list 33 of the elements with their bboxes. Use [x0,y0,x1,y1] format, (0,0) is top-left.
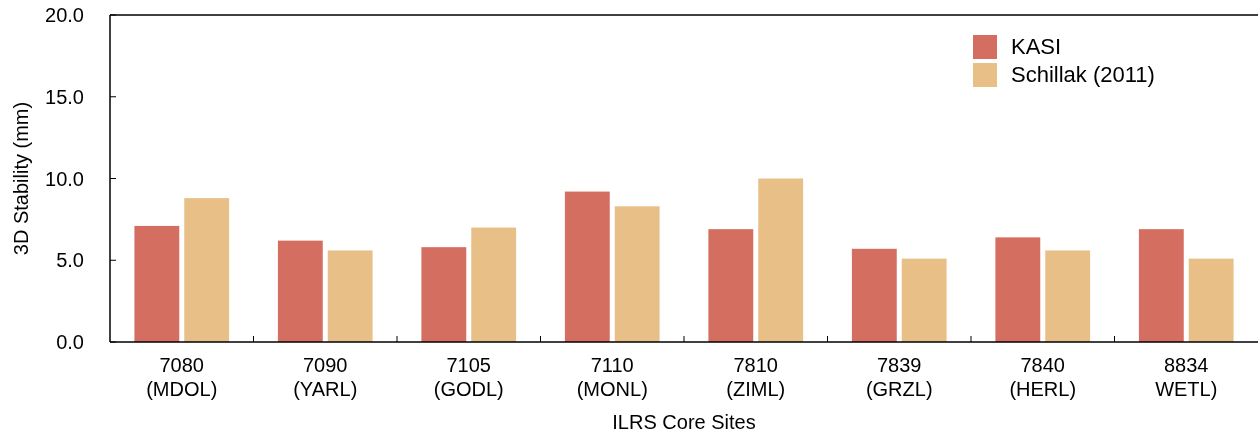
x-tick-label: 7810 (ZIML) [726,354,786,400]
bar [851,248,897,342]
x-tick-label: 7090 (YARL) [293,354,358,400]
bar [327,250,373,342]
bar [995,237,1041,342]
x-axis-title: ILRS Core Sites [612,411,756,433]
bar [1138,229,1184,342]
bar [708,229,754,342]
legend-label: KASI [1011,34,1062,59]
bar [1045,250,1091,342]
y-axis-title: 3D Stability (mm) [10,101,32,256]
bar [564,191,610,342]
x-tick-label: 8834 WETL) [1155,354,1218,400]
x-tick-label: 7110 (MONL) [576,354,648,400]
y-tick-label: 0.0 [56,331,84,353]
bar [277,240,323,342]
bar [614,206,660,342]
x-tick-label: 7080 (MDOL) [146,354,218,400]
y-tick-label: 5.0 [56,249,84,272]
x-tick-label: 7105 (GODL) [433,354,504,400]
bar [901,258,947,342]
y-tick-label: 20.0 [45,4,84,26]
y-tick-label: 15.0 [45,85,84,108]
y-tick-label: 10.0 [45,167,84,190]
x-tick-label: 7840 (HERL) [1009,354,1077,400]
bar [184,198,230,342]
bar [134,225,180,342]
bar [758,178,804,342]
bar [471,227,517,342]
legend-label: Schillak (2011) [1011,62,1155,87]
bar [421,247,467,342]
x-tick-label: 7839 (GRZL) [865,354,933,400]
bar [1188,258,1234,342]
